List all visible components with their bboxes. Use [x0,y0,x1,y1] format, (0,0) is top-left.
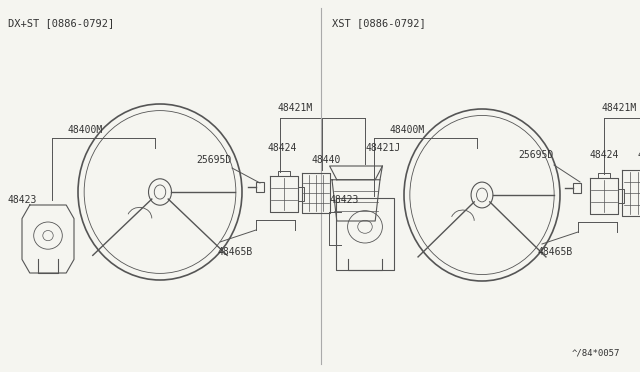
Text: 48421M: 48421M [602,103,637,113]
Bar [573,183,581,193]
Text: 48465B: 48465B [218,247,253,257]
Text: 48440: 48440 [312,155,341,165]
Text: 48465B: 48465B [538,247,573,257]
Text: 48421M: 48421M [278,103,313,113]
Text: 4B440: 4B440 [638,150,640,160]
Text: 48424: 48424 [268,143,298,153]
Text: 25695D: 25695D [518,150,553,160]
Bar [256,182,264,192]
Text: XST [0886-0792]: XST [0886-0792] [332,18,426,28]
Text: 48400M: 48400M [68,125,103,135]
Text: 48400M: 48400M [390,125,425,135]
Text: 25695D: 25695D [196,155,231,165]
Text: 48421J: 48421J [365,143,400,153]
Text: 48423: 48423 [8,195,37,205]
Text: ^/84*0057: ^/84*0057 [572,349,620,358]
Text: DX+ST [0886-0792]: DX+ST [0886-0792] [8,18,115,28]
Text: 48424: 48424 [590,150,620,160]
Text: 48423: 48423 [330,195,360,205]
